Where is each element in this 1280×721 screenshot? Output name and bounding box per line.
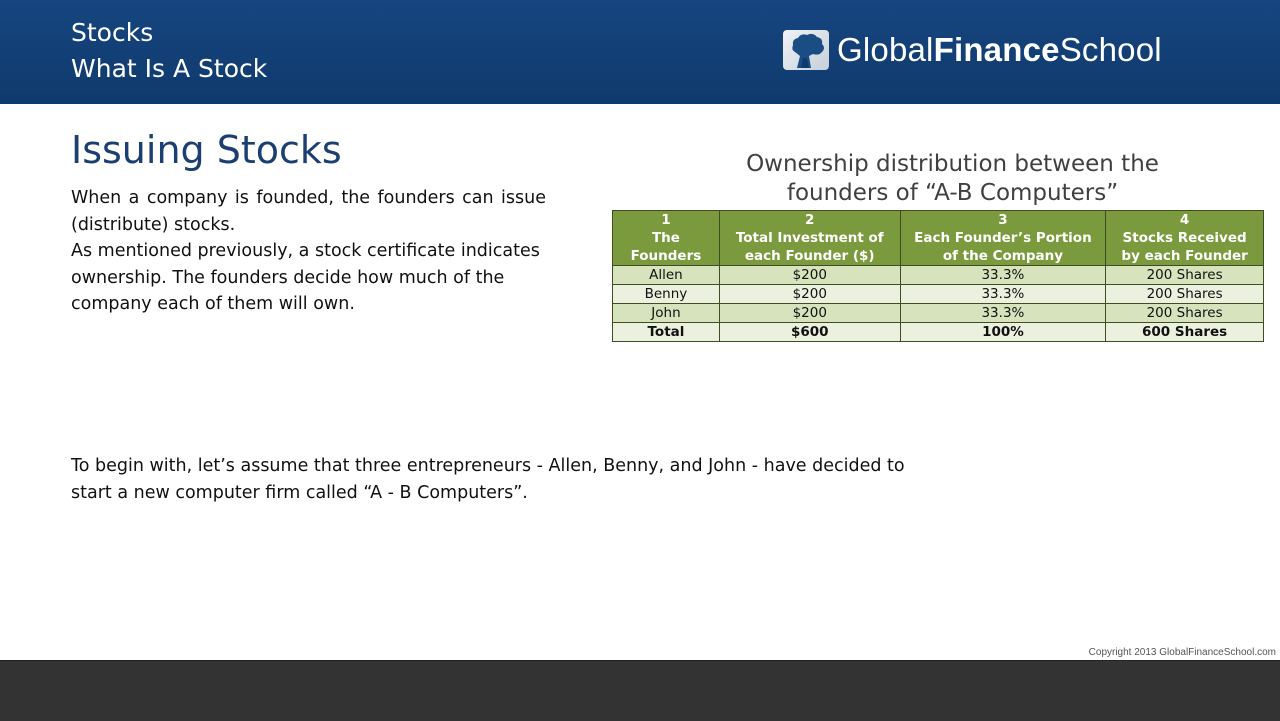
table-row: Benny $200 33.3% 200 Shares	[612, 284, 1264, 304]
column-header: 3 Each Founder’s Portion of the Company	[899, 210, 1107, 266]
table-cell: 600 Shares	[1105, 322, 1264, 342]
column-header: 1 The Founders	[612, 210, 720, 266]
table-cell: 33.3%	[899, 265, 1107, 285]
header-bar: Stocks What Is A Stock GlobalFinanceScho…	[0, 0, 1280, 104]
column-header: 2 Total Investment of each Founder ($)	[718, 210, 901, 266]
table-cell: $600	[718, 322, 901, 342]
example-paragraph: To begin with, let’s assume that three e…	[71, 456, 905, 503]
table-cell: Allen	[612, 265, 720, 285]
table-cell: Benny	[612, 284, 720, 304]
tree-logo-icon	[783, 30, 829, 70]
table-row: Allen $200 33.3% 200 Shares	[612, 265, 1264, 285]
table-cell: Total	[612, 322, 720, 342]
logo-text-finance: Finance	[933, 31, 1060, 68]
table-header-row: 1 The Founders 2 Total Investment of each Fo…	[612, 210, 1264, 266]
table-cell: 200 Shares	[1105, 284, 1264, 304]
intro-paragraph: When a company is founded, the founders …	[71, 185, 546, 318]
table-cell: 33.3%	[899, 284, 1107, 304]
section-title: Stocks	[71, 18, 154, 47]
table-cell: $200	[718, 284, 901, 304]
table-caption: Ownership distribution between the found…	[700, 150, 1205, 208]
table-cell: John	[612, 303, 720, 323]
table-cell: 100%	[899, 322, 1107, 342]
page-heading: Issuing Stocks	[71, 128, 342, 172]
table-total-row: Total $600 100% 600 Shares	[612, 322, 1264, 342]
section-subtitle: What Is A Stock	[71, 54, 268, 83]
intro-paragraph-1: When a company is founded, the founders …	[71, 188, 546, 235]
table-caption-line-2: founders of “A-B Computers”	[786, 180, 1119, 206]
table-cell: 33.3%	[899, 303, 1107, 323]
column-header: 4 Stocks Received by each Founder	[1105, 210, 1264, 266]
table-caption-line-1: Ownership distribution between the	[746, 151, 1159, 177]
table-cell: $200	[718, 303, 901, 323]
table-cell: 200 Shares	[1105, 303, 1264, 323]
table-cell: $200	[718, 265, 901, 285]
table-cell: 200 Shares	[1105, 265, 1264, 285]
ownership-table: 1 The Founders 2 Total Investment of each Fo…	[612, 210, 1264, 342]
logo-text: GlobalFinanceSchool	[837, 31, 1162, 69]
logo-text-school: School	[1059, 31, 1162, 68]
intro-paragraph-2: As mentioned previously, a stock certifi…	[71, 241, 540, 314]
table-row: John $200 33.3% 200 Shares	[612, 303, 1264, 323]
footer-bar	[0, 660, 1280, 721]
copyright-notice: Copyright 2013 GlobalFinanceSchool.com	[1088, 647, 1276, 658]
global-finance-school-logo: GlobalFinanceSchool	[783, 29, 1162, 71]
logo-text-global: Global	[837, 31, 934, 68]
